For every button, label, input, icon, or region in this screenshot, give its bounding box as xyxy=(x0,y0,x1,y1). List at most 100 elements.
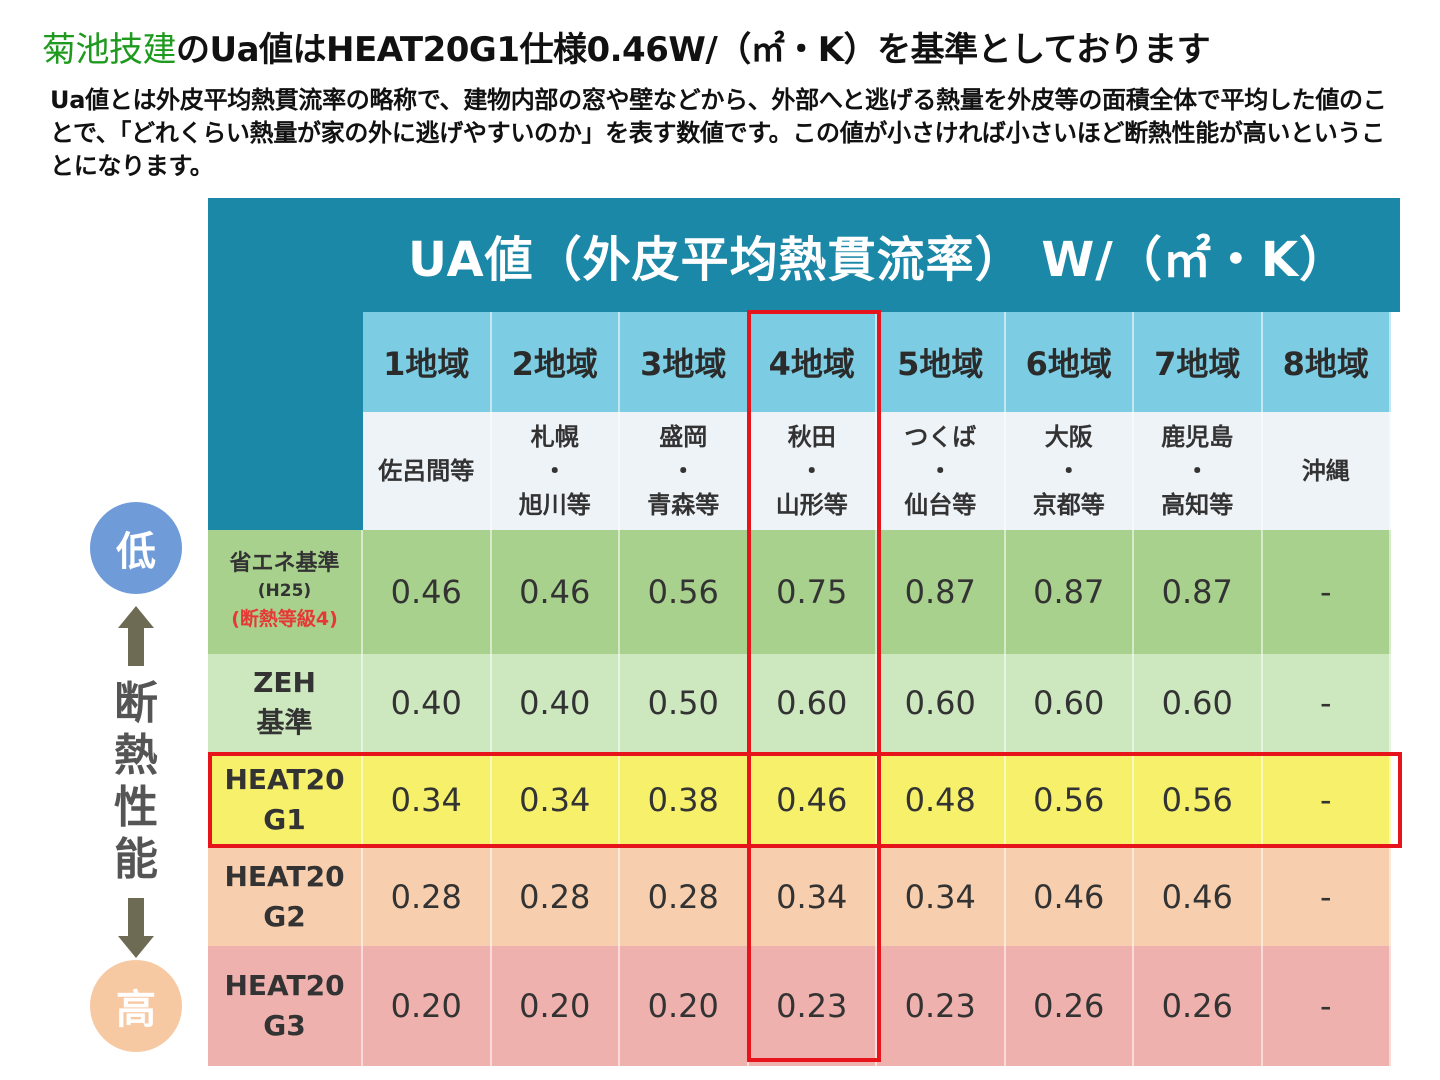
performance-label-char: 熱 xyxy=(114,730,158,781)
ua-value-cell: 0.46 xyxy=(491,530,620,654)
row-label-main: 省エネ基準 xyxy=(229,551,340,576)
city-line: 高知等 xyxy=(1161,491,1234,519)
performance-label-char: 断 xyxy=(114,678,158,729)
performance-label: 断 熱 性 能 xyxy=(106,678,166,886)
ua-value-cell: 0.26 xyxy=(1134,946,1263,1066)
ua-value-cell: 0.56 xyxy=(1005,752,1134,848)
ua-value-cell: 0.20 xyxy=(620,946,749,1066)
ua-value-cell: 0.20 xyxy=(363,946,492,1066)
ua-value-cell: - xyxy=(1262,530,1391,654)
row-label-main: HEAT20 xyxy=(224,860,345,893)
row-label-main: HEAT20 xyxy=(224,763,345,796)
city-line: 大阪 xyxy=(1044,423,1093,451)
ua-value-cell: - xyxy=(1262,752,1391,848)
arrow-down-icon xyxy=(118,898,154,958)
city-line: ・ xyxy=(928,457,953,485)
city-line: 鹿児島 xyxy=(1161,423,1234,451)
ua-value-table: UA値（外皮平均熱貫流率） W/（㎡・K） 1地域 2地域 3地域 4地域 5地域 6地域… xyxy=(208,198,1402,1066)
performance-label-char: 性 xyxy=(114,782,158,833)
ua-value-cell: 0.28 xyxy=(491,848,620,946)
city-line: 盛岡 xyxy=(659,423,708,451)
region-cities: 盛岡・青森等 xyxy=(620,412,749,530)
city-line: 青森等 xyxy=(647,491,720,519)
ua-value-cell: 0.20 xyxy=(491,946,620,1066)
table-title: UA値（外皮平均熱貫流率） W/（㎡・K） xyxy=(208,198,1400,312)
region-cities: 佐呂間等 xyxy=(363,412,492,530)
performance-label-char: 能 xyxy=(114,834,158,885)
row-label: HEAT20 G2 xyxy=(208,848,363,946)
ua-value-cell: 0.50 xyxy=(620,654,749,752)
performance-axis: 低 断 熱 性 能 高 xyxy=(88,502,184,1062)
headline-text: のUa値はHEAT20G1仕様0.46W/（㎡・K）を基準としております xyxy=(176,30,1211,70)
ua-value-cell: 0.46 xyxy=(1005,848,1134,946)
ua-value-cell: 0.87 xyxy=(1134,530,1263,654)
ua-value-cell: - xyxy=(1262,654,1391,752)
ua-value-cell: 0.28 xyxy=(620,848,749,946)
row-label: HEAT20 G1 xyxy=(208,752,363,848)
ua-value-cell: 0.60 xyxy=(1134,654,1263,752)
ua-value-cell: 0.60 xyxy=(877,654,1006,752)
ua-value-cell: 0.48 xyxy=(877,752,1006,848)
ua-value-cell: 0.56 xyxy=(1134,752,1263,848)
ua-value-cell: 0.34 xyxy=(491,752,620,848)
row-label: 省エネ基準 (H25) (断熱等級4) xyxy=(208,530,363,654)
ua-value-cell: 0.46 xyxy=(1134,848,1263,946)
region-header: 2地域 xyxy=(491,312,620,412)
region-cities: 大阪・京都等 xyxy=(1005,412,1134,530)
ua-value-cell: 0.38 xyxy=(620,752,749,848)
ua-value-cell: 0.40 xyxy=(491,654,620,752)
ua-value-cell: 0.75 xyxy=(748,530,877,654)
region-header: 4地域 xyxy=(748,312,877,412)
arrow-up-icon xyxy=(118,606,154,666)
row-label-main2: G3 xyxy=(263,1009,306,1042)
region-cities: 秋田・山形等 xyxy=(748,412,877,530)
region-cities: 沖縄 xyxy=(1262,412,1391,530)
ua-value-cell: 0.26 xyxy=(1005,946,1134,1066)
region-header: 7地域 xyxy=(1134,312,1263,412)
company-name: 菊池技建 xyxy=(42,30,177,70)
region-header: 3地域 xyxy=(620,312,749,412)
row-label-main2: G2 xyxy=(263,900,306,933)
city-line: ・ xyxy=(671,457,696,485)
row-label: HEAT20 G3 xyxy=(208,946,363,1066)
region-cities: つくば・仙台等 xyxy=(877,412,1006,530)
city-line: 秋田 xyxy=(787,423,836,451)
ua-value-cell: 0.40 xyxy=(363,654,492,752)
ua-value-cell: 0.34 xyxy=(363,752,492,848)
row-label-main: HEAT20 xyxy=(224,969,345,1002)
ua-value-cell: 0.56 xyxy=(620,530,749,654)
city-line: 山形等 xyxy=(775,491,848,519)
city-line: 沖縄 xyxy=(1301,457,1350,485)
row-label-main: ZEH xyxy=(253,666,316,699)
row-label-main2: 基準 xyxy=(256,706,313,739)
ua-value-cell: - xyxy=(1262,848,1391,946)
ua-value-cell: 0.34 xyxy=(748,848,877,946)
ua-value-cell: 0.60 xyxy=(1005,654,1134,752)
city-line: ・ xyxy=(1056,457,1081,485)
ua-value-cell: 0.87 xyxy=(1005,530,1134,654)
region-header: 1地域 xyxy=(363,312,492,412)
row-label: ZEH 基準 xyxy=(208,654,363,752)
ua-value-cell: 0.60 xyxy=(748,654,877,752)
ua-value-cell: 0.34 xyxy=(877,848,1006,946)
table-corner xyxy=(208,312,363,530)
city-line: 札幌 xyxy=(530,423,579,451)
city-line: 仙台等 xyxy=(904,491,977,519)
ua-value-cell: 0.28 xyxy=(363,848,492,946)
row-label-main2: G1 xyxy=(263,803,306,836)
region-cities: 鹿児島・高知等 xyxy=(1134,412,1263,530)
description: Ua値とは外皮平均熱貫流率の略称で、建物内部の窓や壁などから、外部へと逃げる熱量… xyxy=(50,86,1387,180)
ua-value-cell: 0.46 xyxy=(363,530,492,654)
ua-value-cell: 0.46 xyxy=(748,752,877,848)
ua-value-cell: 0.87 xyxy=(877,530,1006,654)
region-header: 8地域 xyxy=(1262,312,1391,412)
city-line: ・ xyxy=(799,457,824,485)
ua-value-cell: 0.23 xyxy=(748,946,877,1066)
row-label-sub: (H25) xyxy=(257,581,312,601)
region-cities: 札幌・旭川等 xyxy=(491,412,620,530)
ua-value-cell: - xyxy=(1262,946,1391,1066)
low-badge: 低 xyxy=(90,502,182,594)
ua-value-cell: 0.23 xyxy=(877,946,1006,1066)
city-line: つくば xyxy=(904,423,977,451)
